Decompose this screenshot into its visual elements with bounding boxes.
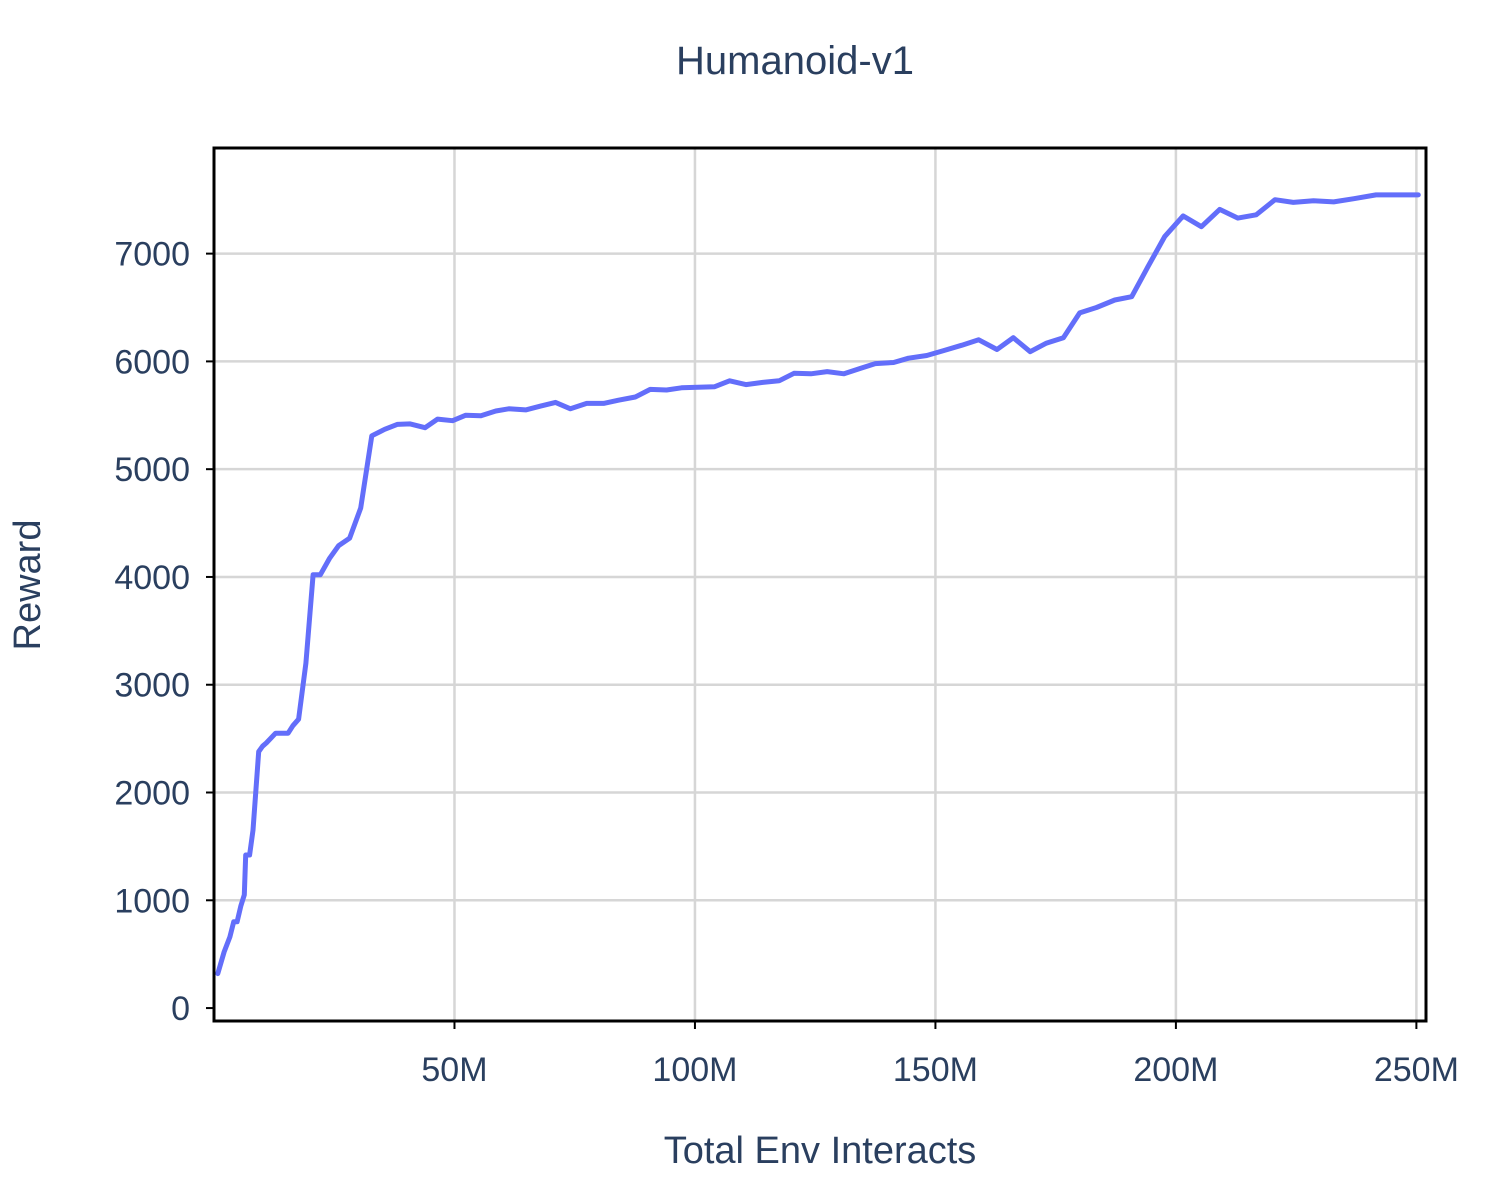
y-axis-title: Reward <box>7 520 49 651</box>
x-tick-label: 100M <box>652 1051 737 1089</box>
y-tick-label: 7000 <box>114 236 190 274</box>
series-layer <box>215 192 1421 977</box>
x-gridlines <box>453 148 1418 1021</box>
x-tick-label: 250M <box>1374 1051 1459 1089</box>
chart-title: Humanoid-v1 <box>676 39 914 83</box>
y-gridlines <box>214 252 1426 902</box>
y-tick-label: 2000 <box>114 775 190 813</box>
y-tick-label: 5000 <box>114 451 190 489</box>
x-tick-label: 50M <box>421 1051 487 1089</box>
x-tick-label: 200M <box>1133 1051 1218 1089</box>
x-axis-ticks: 50M 100M 150M 200M 250M <box>421 1021 1459 1089</box>
y-tick-label: 0 <box>171 990 190 1028</box>
y-axis-ticks: 0 1000 2000 3000 4000 5000 6000 7000 <box>114 236 214 1028</box>
x-tick-label: 150M <box>893 1051 978 1089</box>
y-tick-label: 3000 <box>114 667 190 705</box>
y-tick-label: 4000 <box>114 559 190 597</box>
x-axis-title: Total Env Interacts <box>664 1130 977 1172</box>
y-tick-label: 1000 <box>114 882 190 920</box>
series-line <box>215 192 1421 977</box>
y-tick-label: 6000 <box>114 343 190 381</box>
plot-frame <box>212 146 1428 1023</box>
